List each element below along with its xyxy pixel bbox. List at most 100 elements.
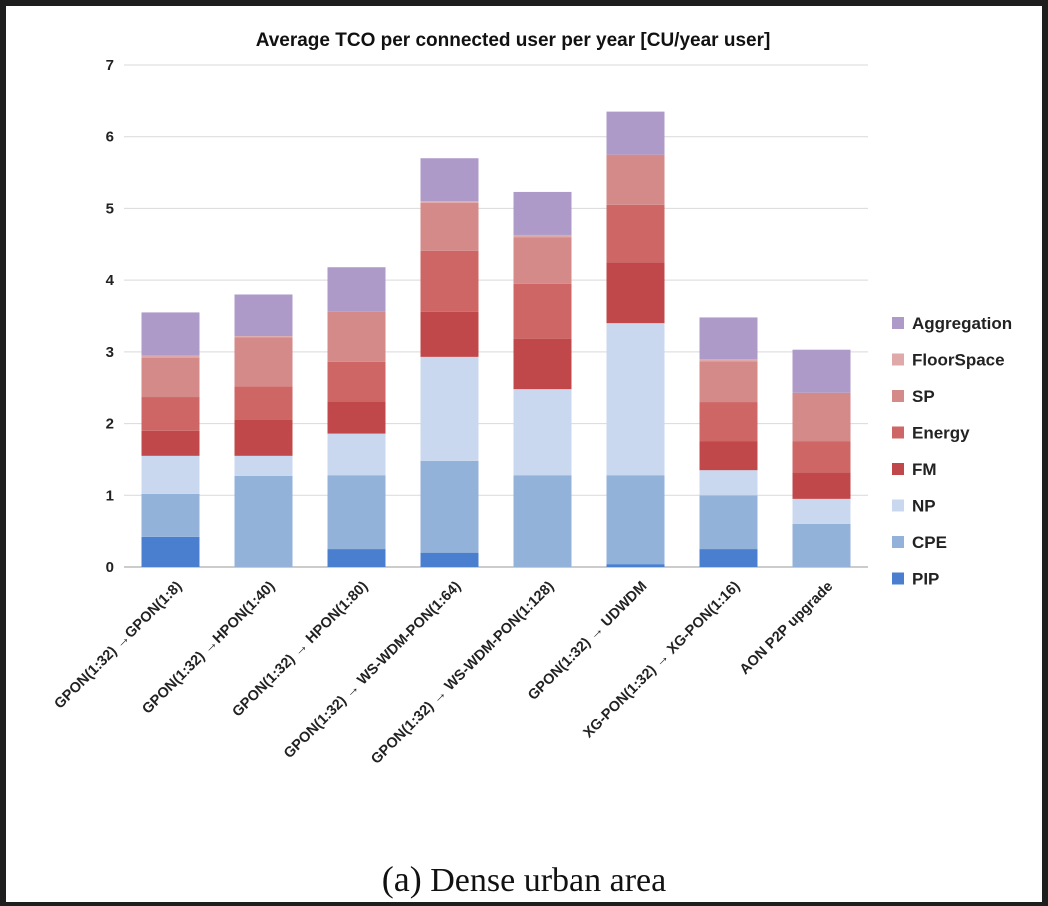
bar-stack [327, 267, 386, 567]
bar-segment-floorspace [420, 201, 479, 203]
legend-label-sp: SP [912, 387, 935, 406]
bar-segment-pip [699, 549, 758, 567]
y-tick-label: 3 [106, 344, 114, 361]
bar-segment-fm [699, 441, 758, 471]
bar-segment-aggregation [513, 191, 572, 235]
x-category-label: XG-PON(1:32) → XG-PON(1:16) [580, 578, 743, 741]
bar-segment-np [327, 433, 386, 476]
bar-segment-energy [513, 283, 572, 339]
bar-segment-pip [420, 552, 479, 567]
bar-stack [234, 294, 293, 567]
bar-segment-sp [792, 392, 851, 442]
y-tick-label: 5 [106, 200, 114, 217]
legend-label-cpe: CPE [912, 533, 947, 552]
bar-segment-energy [606, 204, 665, 263]
bar-segment-cpe [327, 475, 386, 550]
y-tick-label: 6 [106, 129, 114, 146]
bar-segment-fm [234, 419, 293, 456]
legend-swatch-fm [892, 463, 904, 475]
bar-segment-energy [792, 441, 851, 473]
y-tick-label: 1 [106, 487, 114, 504]
bar-segment-np [792, 498, 851, 524]
caption-text: Dense urban area [430, 862, 667, 899]
legend-label-pip: PIP [912, 570, 939, 589]
legend: Aggregation FloorSpace SP Energy FM NP CPE PIP [892, 314, 1012, 589]
bar-segment-sp [420, 202, 479, 251]
bar-segment-fm [792, 472, 851, 499]
bar-stack [420, 158, 479, 567]
bar-segment-floorspace [141, 355, 200, 358]
legend-label-floorspace: FloorSpace [912, 351, 1005, 370]
bar-segment-fm [513, 338, 572, 390]
figure-caption: (a) Dense urban area [6, 858, 1042, 900]
bar-segment-floorspace [234, 336, 293, 338]
legend-swatch-pip [892, 572, 904, 585]
bar-stack [513, 191, 572, 567]
bar-segment-pip [327, 549, 386, 567]
bar-segment-energy [141, 397, 200, 431]
y-axis: 0 1 2 3 4 5 6 7 [106, 57, 115, 576]
bar-segment-np [606, 323, 665, 476]
bar-segment-sp [606, 154, 665, 205]
bar-segment-sp [141, 357, 200, 398]
y-tick-label: 4 [106, 272, 115, 289]
bar-segment-np [141, 455, 200, 494]
bar-segment-energy [699, 402, 758, 442]
bar-segment-cpe [234, 475, 293, 567]
bar-segment-sp [327, 311, 386, 362]
bar-stack [141, 312, 200, 567]
bar-segment-pip [141, 536, 200, 567]
figure-frame: Average TCO per connected user per year … [6, 6, 1042, 902]
x-category-label: AON P2P upgrade [737, 579, 836, 678]
caption-letter: (a) [381, 859, 422, 899]
bar-segment-fm [420, 311, 479, 357]
bar-segment-cpe [606, 475, 665, 565]
legend-swatch-aggregation [892, 317, 904, 329]
legend-swatch-energy [892, 426, 904, 439]
y-tick-label: 0 [106, 559, 114, 576]
bar-segment-sp [234, 337, 293, 387]
x-category-label: GPON(1:32) → WS-WDM-PON(1:128) [368, 578, 557, 767]
bar-segment-fm [327, 401, 386, 434]
bar-segment-np [420, 356, 479, 461]
legend-swatch-floorspace [892, 353, 904, 366]
bar-stack [606, 111, 665, 567]
bar-segment-aggregation [327, 267, 386, 312]
bar-segment-aggregation [606, 111, 665, 155]
bar-segment-pip [606, 564, 665, 567]
bar-segment-floorspace [699, 359, 758, 362]
bar-segment-np [699, 470, 758, 496]
legend-swatch-cpe [892, 536, 904, 548]
bar-segment-energy [234, 386, 293, 420]
bar-segment-energy [420, 250, 479, 312]
bar-segment-aggregation [420, 158, 479, 202]
bar-segment-fm [141, 430, 200, 456]
bar-segment-np [234, 455, 293, 476]
legend-label-aggregation: Aggregation [912, 314, 1012, 333]
bar-segment-floorspace [513, 234, 572, 238]
bar-segment-aggregation [141, 312, 200, 356]
bar-segment-energy [327, 361, 386, 402]
stacked-bar-chart: Average TCO per connected user per year … [52, 30, 1013, 768]
legend-swatch-np [892, 499, 904, 512]
legend-label-np: NP [912, 497, 936, 516]
bar-segment-np [513, 389, 572, 476]
x-axis: GPON(1:32) →GPON(1:8)GPON(1:32) →HPON(1:… [52, 578, 837, 767]
bar-stack [792, 349, 851, 567]
bar-segment-fm [606, 262, 665, 324]
bar-segment-sp [699, 361, 758, 403]
x-category-label: GPON(1:32) → WS-WDM-PON(1:64) [281, 578, 464, 761]
bar-segment-cpe [699, 495, 758, 550]
y-tick-label: 2 [106, 416, 114, 433]
bar-segment-aggregation [792, 349, 851, 393]
bar-segment-sp [513, 237, 572, 284]
bar-segment-aggregation [699, 317, 758, 360]
bar-segment-cpe [141, 493, 200, 537]
bar-segment-cpe [420, 460, 479, 553]
y-tick-label: 7 [106, 57, 114, 74]
bar-segment-cpe [513, 475, 572, 567]
bar-stack [699, 317, 758, 567]
bar-segment-cpe [792, 523, 851, 567]
legend-label-energy: Energy [912, 424, 970, 443]
legend-label-fm: FM [912, 460, 937, 479]
